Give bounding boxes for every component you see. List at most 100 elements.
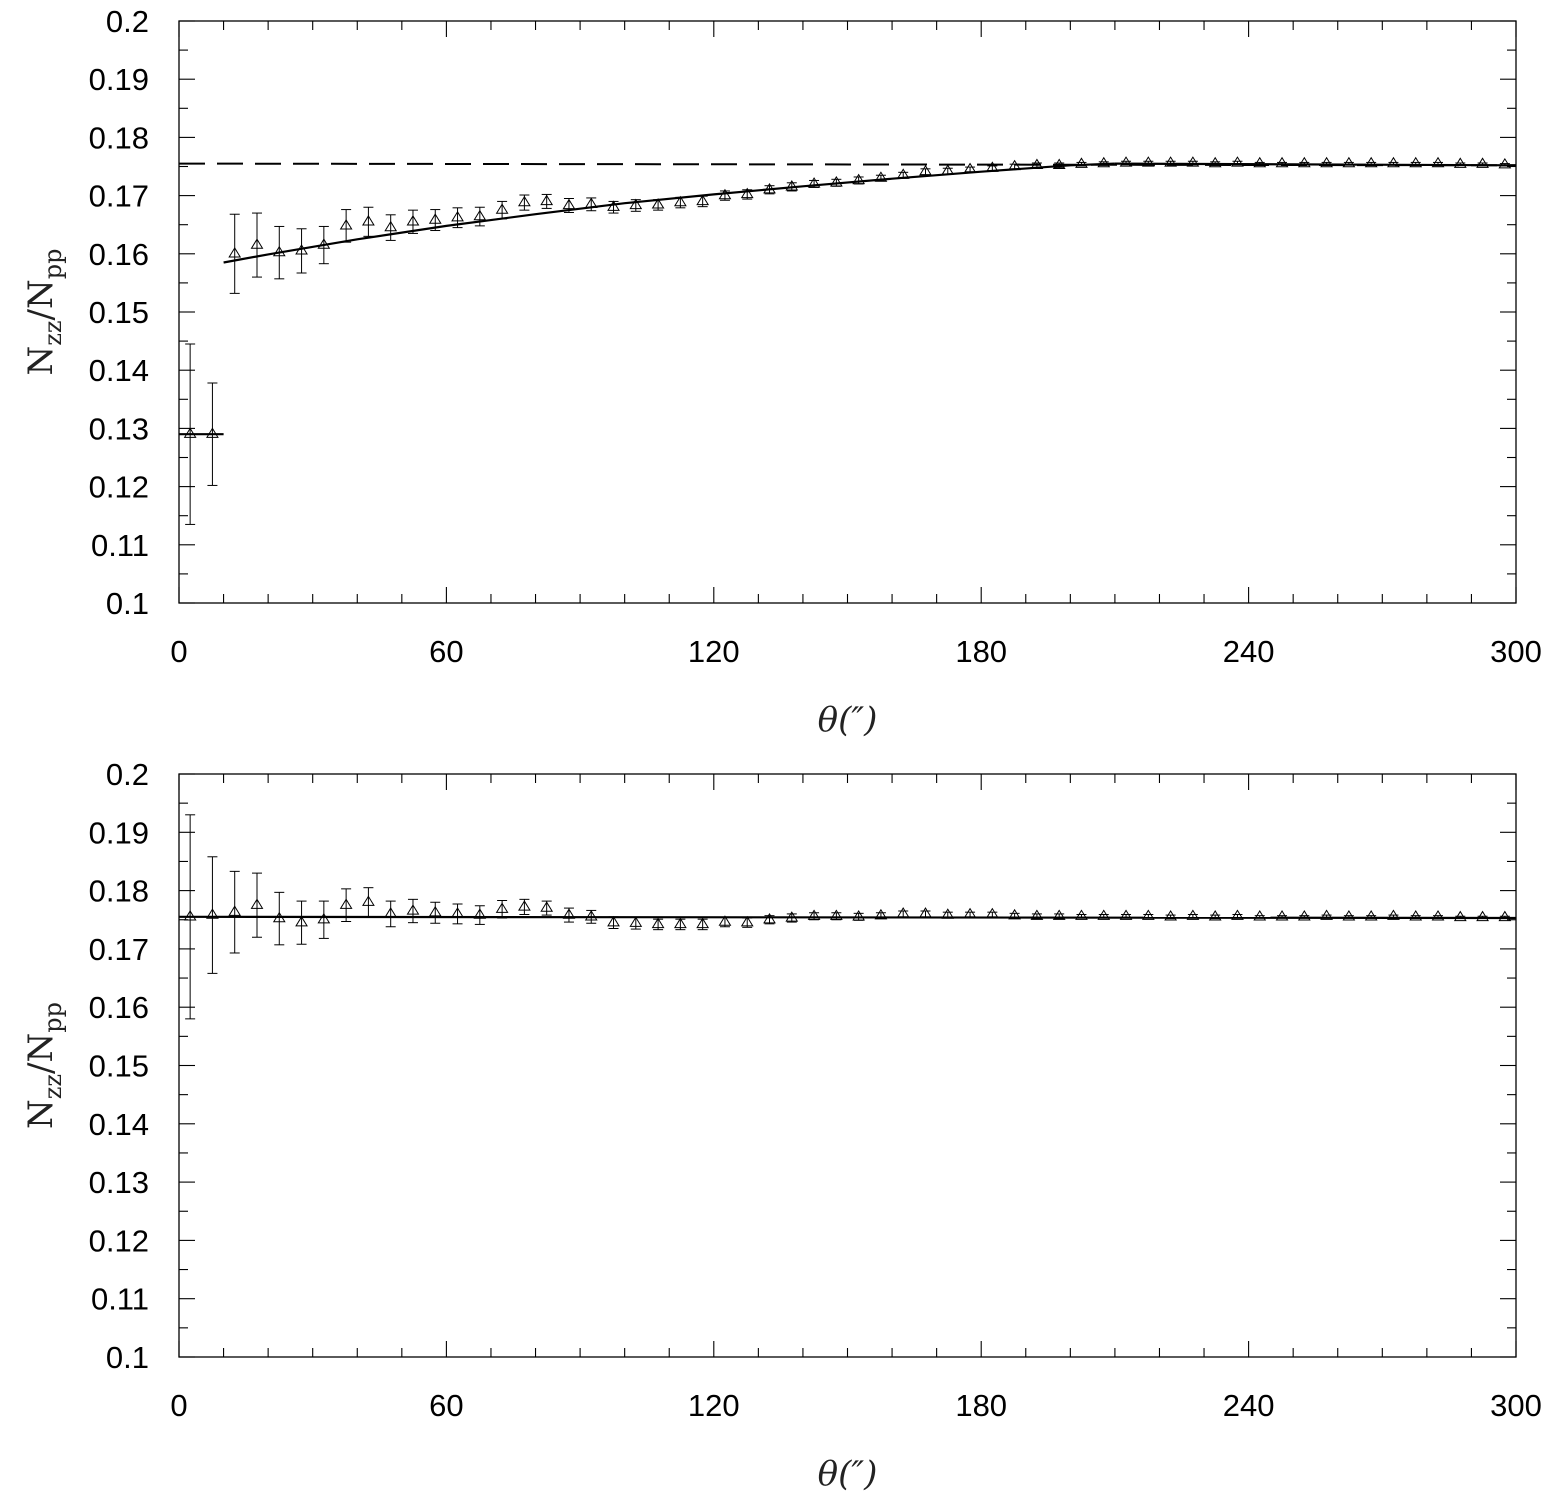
y-tick-label: 0.2 xyxy=(106,757,149,792)
triangle-marker xyxy=(272,245,286,257)
dashed-reference-line xyxy=(178,162,1517,167)
data-point xyxy=(384,214,398,241)
x-tick-label: 60 xyxy=(429,634,463,669)
x-tick-label: 240 xyxy=(1223,634,1275,669)
triangle-marker xyxy=(295,915,308,927)
triangle-marker xyxy=(339,898,353,909)
triangle-marker xyxy=(1052,158,1066,169)
y-tick-label: 0.15 xyxy=(89,1049,149,1084)
data-point xyxy=(763,912,776,925)
triangle-marker xyxy=(540,901,554,912)
data-point xyxy=(540,193,554,209)
data-point xyxy=(1052,158,1066,169)
data-point xyxy=(1075,909,1088,920)
triangle-marker xyxy=(362,895,375,906)
x-tick-label: 60 xyxy=(429,1388,463,1423)
triangle-marker xyxy=(428,213,442,224)
data-point xyxy=(673,195,687,209)
y-tick-label: 0.12 xyxy=(89,1223,149,1258)
triangle-marker xyxy=(607,915,620,927)
data-point xyxy=(985,161,999,172)
triangle-marker xyxy=(919,164,932,176)
triangle-marker xyxy=(874,171,888,182)
data-point xyxy=(1476,157,1489,168)
triangle-marker xyxy=(1030,158,1044,169)
y-tick-label: 0.18 xyxy=(89,120,149,155)
triangle-marker xyxy=(852,173,866,185)
data-point xyxy=(384,900,398,928)
data-point xyxy=(1409,910,1423,921)
data-point xyxy=(1030,909,1044,920)
triangle-marker xyxy=(1409,910,1423,921)
data-point xyxy=(852,173,866,185)
data-point xyxy=(183,814,197,1020)
triangle-marker xyxy=(673,195,687,207)
triangle-marker xyxy=(451,907,464,918)
y-tick-label: 0.13 xyxy=(89,1165,149,1200)
triangle-marker xyxy=(1008,159,1022,171)
data-point xyxy=(1453,910,1467,922)
data-point xyxy=(562,907,576,923)
y-axis-label-slash: / xyxy=(21,1062,61,1074)
triangle-marker xyxy=(362,214,375,226)
triangle-marker xyxy=(1364,910,1378,921)
data-point xyxy=(1231,909,1244,920)
data-point xyxy=(1097,156,1111,168)
triangle-marker xyxy=(228,905,242,916)
data-point xyxy=(1164,156,1177,167)
triangle-marker xyxy=(1320,156,1333,168)
y-tick-label: 0.11 xyxy=(91,528,149,563)
data-point xyxy=(250,872,264,938)
data-point xyxy=(874,171,888,182)
data-point xyxy=(206,382,219,486)
data-point xyxy=(1320,156,1333,168)
data-point xyxy=(1052,909,1066,920)
triangle-marker xyxy=(317,238,331,249)
data-point xyxy=(718,915,732,928)
triangle-marker xyxy=(1431,910,1445,921)
triangle-marker xyxy=(852,910,866,921)
data-point xyxy=(1275,910,1289,921)
triangle-marker xyxy=(874,908,888,920)
triangle-marker xyxy=(1364,156,1378,168)
triangle-marker xyxy=(896,168,910,179)
data-point xyxy=(718,188,732,201)
triangle-marker xyxy=(1342,156,1356,168)
data-point xyxy=(1030,158,1044,169)
triangle-marker xyxy=(183,910,197,921)
triangle-marker xyxy=(1498,157,1512,169)
triangle-marker xyxy=(1208,910,1222,921)
data-point xyxy=(651,198,665,211)
triangle-marker xyxy=(272,911,286,923)
data-point xyxy=(473,905,487,925)
triangle-marker xyxy=(1119,156,1133,167)
triangle-marker xyxy=(829,175,843,187)
data-point xyxy=(1320,909,1333,920)
triangle-marker xyxy=(1186,909,1200,920)
data-point xyxy=(1186,156,1200,167)
triangle-marker xyxy=(473,908,487,919)
y-tick-label: 0.19 xyxy=(89,815,149,850)
data-point xyxy=(1119,909,1133,920)
triangle-marker xyxy=(206,427,219,438)
data-point xyxy=(1141,909,1155,920)
x-tick-label: 240 xyxy=(1223,1388,1275,1423)
triangle-marker xyxy=(763,912,776,924)
data-point xyxy=(228,213,242,294)
triangle-marker xyxy=(1119,909,1133,920)
data-point xyxy=(473,206,487,227)
data-point xyxy=(629,916,643,930)
data-point xyxy=(852,910,866,921)
triangle-marker xyxy=(1164,910,1177,921)
y-tick-label: 0.19 xyxy=(89,62,149,97)
y-tick-label: 0.1 xyxy=(106,1340,149,1375)
x-tick-label: 180 xyxy=(955,634,1007,669)
triangle-marker xyxy=(451,210,464,222)
triangle-marker xyxy=(740,187,754,199)
triangle-marker xyxy=(250,898,264,909)
data-point xyxy=(829,175,843,187)
triangle-marker xyxy=(1141,909,1155,920)
data-point xyxy=(896,907,910,918)
data-point xyxy=(696,194,710,208)
data-point xyxy=(1498,910,1512,922)
